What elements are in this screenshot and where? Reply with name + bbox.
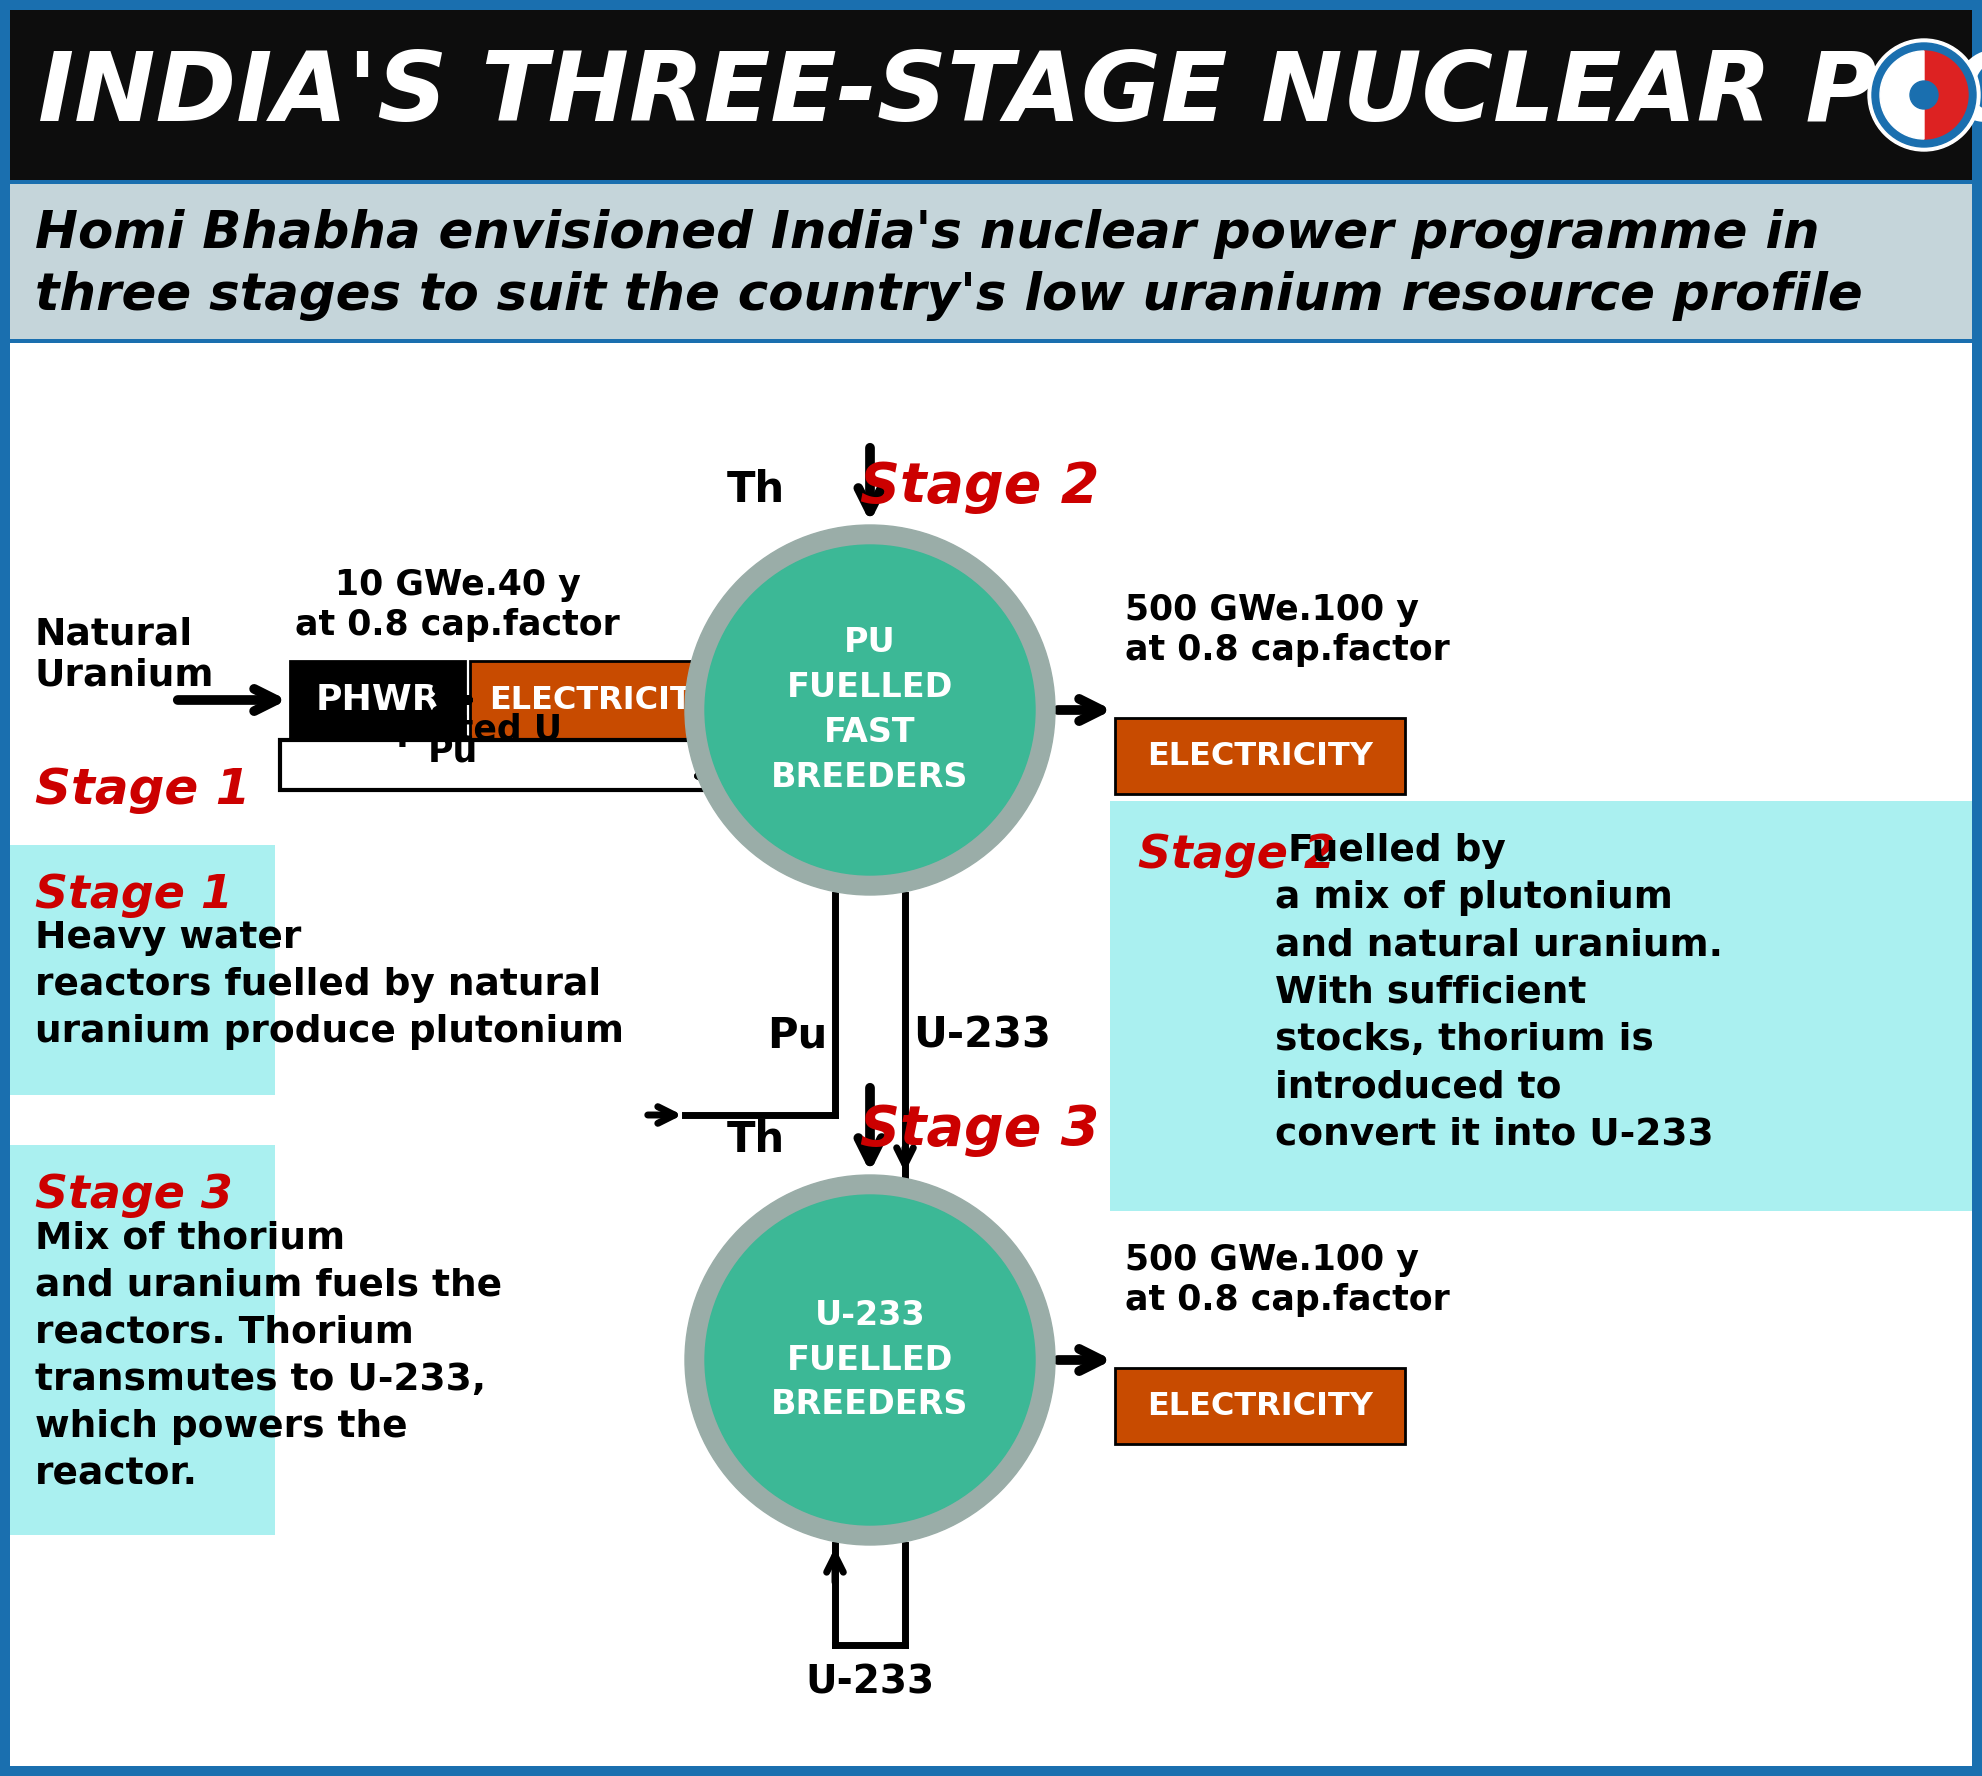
Text: U-233: U-233 [914, 1014, 1050, 1057]
Text: Heavy water
reactors fuelled by natural
uranium produce plutonium: Heavy water reactors fuelled by natural … [36, 920, 624, 1050]
Text: Pu: Pu [428, 733, 478, 767]
Text: U-233
FUELLED
BREEDERS: U-233 FUELLED BREEDERS [771, 1298, 969, 1421]
Circle shape [706, 1195, 1035, 1526]
Text: Natural
Uranium: Natural Uranium [36, 616, 214, 694]
Text: ELECTRICITY: ELECTRICITY [1148, 741, 1374, 771]
Text: Stage 3: Stage 3 [36, 1172, 232, 1218]
FancyBboxPatch shape [279, 741, 735, 790]
FancyBboxPatch shape [10, 185, 1972, 339]
Text: U-233: U-233 [805, 1662, 936, 1701]
Text: Stage 2: Stage 2 [860, 460, 1100, 513]
Text: Stage 2: Stage 2 [1138, 833, 1336, 877]
Text: three stages to suit the country's low uranium resource profile: three stages to suit the country's low u… [36, 270, 1863, 321]
Text: PU
FUELLED
FAST
BREEDERS: PU FUELLED FAST BREEDERS [771, 627, 969, 794]
Text: Homi Bhabha envisioned India's nuclear power programme in: Homi Bhabha envisioned India's nuclear p… [36, 208, 1819, 259]
Wedge shape [1925, 52, 1968, 139]
Text: Stage 1: Stage 1 [36, 874, 232, 918]
Text: PHWR: PHWR [315, 684, 440, 718]
Circle shape [686, 526, 1054, 895]
Text: Th: Th [727, 1119, 785, 1162]
FancyBboxPatch shape [10, 1146, 275, 1534]
Circle shape [1911, 82, 1938, 108]
Text: INDIA'S THREE-STAGE NUCLEAR PROGRAMME: INDIA'S THREE-STAGE NUCLEAR PROGRAMME [38, 48, 1982, 142]
Text: Stage 1: Stage 1 [36, 765, 250, 813]
FancyBboxPatch shape [1116, 718, 1405, 794]
Text: Fuelled by
a mix of plutonium
and natural uranium.
With sufficient
stocks, thori: Fuelled by a mix of plutonium and natura… [1274, 833, 1722, 1153]
Circle shape [686, 1176, 1054, 1545]
Text: Mix of thorium
and uranium fuels the
reactors. Thorium
transmutes to U-233,
whic: Mix of thorium and uranium fuels the rea… [36, 1220, 501, 1492]
Text: Stage 3: Stage 3 [860, 1103, 1100, 1156]
FancyBboxPatch shape [10, 845, 275, 1096]
FancyBboxPatch shape [470, 661, 735, 739]
FancyBboxPatch shape [6, 5, 1976, 1771]
Text: Depleted U: Depleted U [343, 712, 563, 748]
Text: 500 GWe.100 y
at 0.8 cap.factor: 500 GWe.100 y at 0.8 cap.factor [1126, 1243, 1449, 1316]
Text: Th: Th [727, 469, 785, 511]
FancyBboxPatch shape [10, 11, 1972, 179]
Text: Pu: Pu [767, 1014, 826, 1057]
FancyBboxPatch shape [10, 343, 1972, 1765]
Text: ELECTRICITY: ELECTRICITY [1148, 1391, 1374, 1421]
Text: 10 GWe.40 y
at 0.8 cap.factor: 10 GWe.40 y at 0.8 cap.factor [295, 568, 620, 641]
Wedge shape [1881, 52, 1925, 139]
Circle shape [1873, 43, 1976, 147]
FancyBboxPatch shape [289, 661, 466, 739]
Text: ELECTRICITY: ELECTRICITY [490, 684, 716, 716]
Circle shape [1867, 39, 1980, 151]
Text: 500 GWe.100 y
at 0.8 cap.factor: 500 GWe.100 y at 0.8 cap.factor [1126, 593, 1449, 666]
Circle shape [706, 545, 1035, 876]
FancyBboxPatch shape [1116, 1368, 1405, 1444]
FancyBboxPatch shape [1110, 801, 1972, 1211]
